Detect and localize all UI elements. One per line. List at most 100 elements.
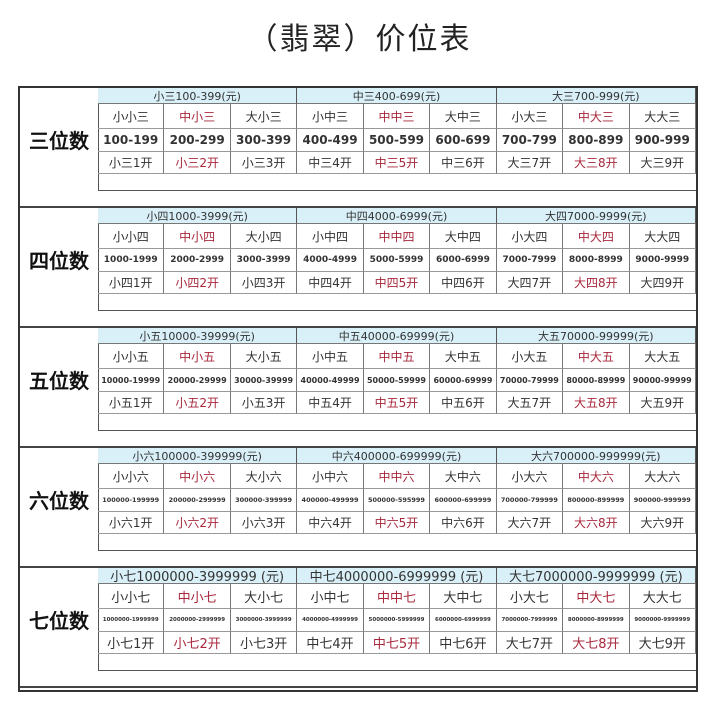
grade-name: 小小三 xyxy=(98,104,165,129)
range-group-header: 小六100000-399999(元) xyxy=(98,448,298,464)
open-label: 中六5开 xyxy=(363,512,431,534)
grade-name: 小中六 xyxy=(297,464,364,489)
open-label: 大五9开 xyxy=(629,392,696,414)
price-range: 4000000-4999999 xyxy=(297,609,364,632)
grade-name: 小中三 xyxy=(297,104,364,129)
range-group-header: 小三100-399(元) xyxy=(98,88,298,104)
price-range: 60000-69999 xyxy=(430,369,497,392)
price-range: 900000-999999 xyxy=(629,489,696,512)
open-label: 中七5开 xyxy=(363,632,431,654)
section-4-digit: 四位数 小四1000-3999(元) 中四4000-6999(元) 大四7000-99… xyxy=(20,208,696,328)
open-label: 小三1开 xyxy=(98,152,165,174)
grade-name: 中大六 xyxy=(563,464,630,489)
open-label: 小六1开 xyxy=(98,512,165,534)
price-range: 200-299 xyxy=(164,129,231,152)
price-range: 3000-3999 xyxy=(230,249,298,272)
price-range: 500000-595999 xyxy=(363,489,431,512)
section-grid: 小六100000-399999(元) 中六400000-699999(元) 大六70… xyxy=(98,448,696,551)
range-group-header: 中五40000-69999(元) xyxy=(297,328,497,344)
open-label: 大四8开 xyxy=(563,272,630,294)
price-range: 400-499 xyxy=(297,129,364,152)
grade-name: 大小七 xyxy=(230,584,298,609)
range-group-header: 大四7000-9999(元) xyxy=(496,208,696,224)
section-divider xyxy=(20,550,696,568)
section-label: 七位数 xyxy=(20,568,99,670)
grade-name: 小大六 xyxy=(496,464,564,489)
price-range: 9000-9999 xyxy=(629,249,696,272)
price-range: 30000-39999 xyxy=(230,369,298,392)
grade-name: 中小六 xyxy=(164,464,231,489)
section-grid: 小三100-399(元) 中三400-699(元) 大三700-999(元) 小小三中… xyxy=(98,88,696,191)
price-range: 5000000-5999999 xyxy=(363,609,431,632)
open-label: 大三7开 xyxy=(496,152,564,174)
open-label: 小三3开 xyxy=(230,152,298,174)
grade-name: 中小四 xyxy=(164,224,231,249)
grade-name: 中中五 xyxy=(363,344,431,369)
range-group-header: 中六400000-699999(元) xyxy=(297,448,497,464)
grade-name: 中小七 xyxy=(164,584,231,609)
price-range: 6000000-6999999 xyxy=(430,609,497,632)
grade-name: 中中三 xyxy=(363,104,431,129)
section-divider xyxy=(20,670,696,688)
grade-name: 中大七 xyxy=(563,584,630,609)
open-label: 小七1开 xyxy=(98,632,165,654)
open-label: 中六6开 xyxy=(430,512,497,534)
price-range: 5000-5999 xyxy=(363,249,431,272)
open-label: 大四9开 xyxy=(629,272,696,294)
section-3-digit: 三位数 小三100-399(元) 中三400-699(元) 大三700-999(元) 小… xyxy=(20,88,696,208)
open-label: 大六9开 xyxy=(629,512,696,534)
section-divider xyxy=(20,310,696,328)
range-group-header: 小四1000-3999(元) xyxy=(98,208,298,224)
open-label: 中四6开 xyxy=(430,272,497,294)
section-grid: 小五10000-39999(元) 中五40000-69999(元) 大五70000-… xyxy=(98,328,696,431)
section-grid: 小四1000-3999(元) 中四4000-6999(元) 大四7000-9999(… xyxy=(98,208,696,311)
section-label: 五位数 xyxy=(20,328,99,430)
grade-name: 中大三 xyxy=(563,104,630,129)
grade-name: 中中六 xyxy=(363,464,431,489)
range-group-header: 中七4000000-6999999 (元) xyxy=(297,568,497,585)
price-range: 100-199 xyxy=(98,129,165,152)
open-label: 大六8开 xyxy=(563,512,630,534)
price-range: 2000-2999 xyxy=(164,249,231,272)
open-label: 小四1开 xyxy=(98,272,165,294)
grade-name: 大小四 xyxy=(230,224,298,249)
grade-name: 大小六 xyxy=(230,464,298,489)
section-label: 四位数 xyxy=(20,208,99,310)
price-range: 400000-499999 xyxy=(297,489,364,512)
open-label: 中三5开 xyxy=(363,152,431,174)
price-range: 300-399 xyxy=(230,129,298,152)
grade-name: 中大四 xyxy=(563,224,630,249)
price-range: 1000000-1999999 xyxy=(98,609,165,632)
price-range: 700000-799999 xyxy=(496,489,564,512)
open-label: 小四3开 xyxy=(230,272,298,294)
price-range: 4000-4999 xyxy=(297,249,364,272)
grade-name: 大大七 xyxy=(629,584,696,609)
grade-name: 大中四 xyxy=(430,224,497,249)
price-range: 2000000-2999999 xyxy=(164,609,231,632)
section-grid: 小七1000000-3999999 (元) 中七4000000-6999999 (… xyxy=(98,568,696,671)
price-range: 90000-99999 xyxy=(629,369,696,392)
price-range: 10000-19999 xyxy=(98,369,165,392)
range-group-header: 大六700000-999999(元) xyxy=(496,448,696,464)
price-range: 50000-59999 xyxy=(363,369,431,392)
open-label: 小五2开 xyxy=(164,392,231,414)
grade-name: 大大三 xyxy=(629,104,696,129)
grade-name: 中小三 xyxy=(164,104,231,129)
price-range: 800-899 xyxy=(563,129,630,152)
grade-name: 中中四 xyxy=(363,224,431,249)
open-label: 大六7开 xyxy=(496,512,564,534)
price-range: 900-999 xyxy=(629,129,696,152)
price-range: 700-799 xyxy=(496,129,564,152)
section-label: 六位数 xyxy=(20,448,99,550)
grade-name: 小中五 xyxy=(297,344,364,369)
open-label: 大七7开 xyxy=(496,632,564,654)
price-range: 7000000-7999999 xyxy=(496,609,564,632)
open-label: 中三4开 xyxy=(297,152,364,174)
open-label: 中五5开 xyxy=(363,392,431,414)
open-label: 中七4开 xyxy=(297,632,364,654)
grade-name: 小小四 xyxy=(98,224,165,249)
grade-name: 大大五 xyxy=(629,344,696,369)
open-label: 中四4开 xyxy=(297,272,364,294)
price-range: 8000-8999 xyxy=(563,249,630,272)
grade-name: 大大六 xyxy=(629,464,696,489)
